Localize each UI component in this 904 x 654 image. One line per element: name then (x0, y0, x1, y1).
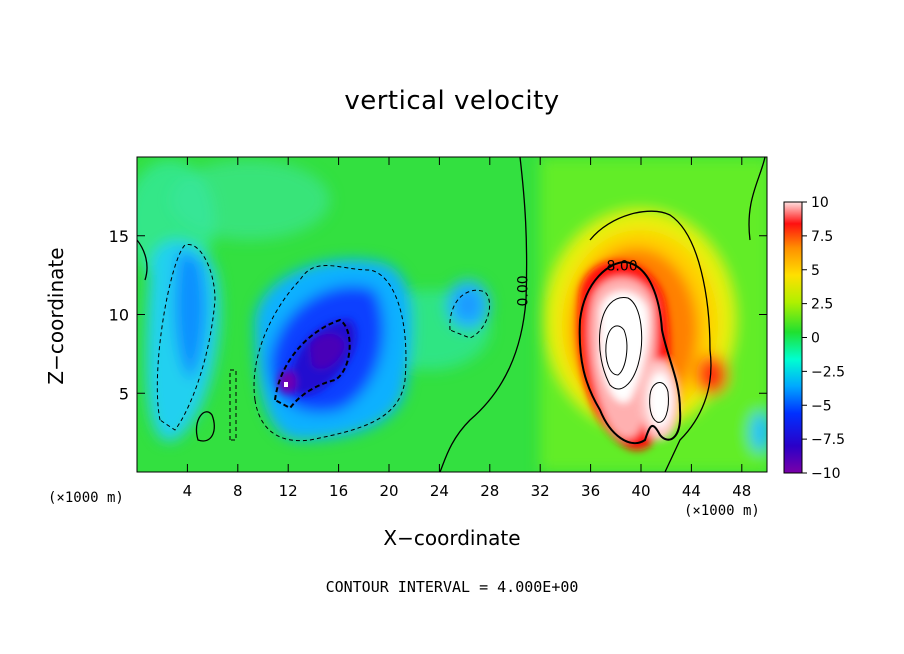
contour-interval-note: CONTOUR INTERVAL = 4.000E+00 (325, 578, 579, 596)
heatmap-field (137, 157, 767, 472)
contour-label: 0.00 (516, 275, 532, 306)
colorbar-tick-label: 2.5 (811, 297, 833, 313)
x-tick-label: 28 (480, 482, 499, 500)
colorbar-tick-label: 0 (811, 331, 820, 347)
x-tick-label: 48 (732, 482, 751, 500)
contour-labels: 0.00 8.00 (516, 258, 638, 306)
x-tick-label: 4 (183, 482, 193, 500)
y-axis-ticks: 5 10 15 (109, 227, 767, 403)
x-axis-ticks: 4 8 12 16 20 24 28 32 36 40 44 48 (183, 157, 751, 500)
negative-contours (156, 244, 490, 442)
chart-title: vertical velocity (344, 86, 560, 116)
x-unit-label-left: (×1000 m) (48, 490, 124, 506)
x-tick-label: 8 (233, 482, 243, 500)
colorbar-ticks: 10 7.5 5 2.5 0 −2.5 −5 −7.5 −10 (802, 195, 845, 482)
colorbar-tick-label: −2.5 (811, 364, 845, 380)
x-tick-label: 20 (379, 482, 398, 500)
contour-label: 8.00 (607, 258, 638, 274)
x-tick-label: 12 (279, 482, 298, 500)
x-axis-label: X−coordinate (383, 526, 521, 550)
colorbar-tick-label: −7.5 (811, 432, 845, 448)
y-tick-label: 15 (109, 227, 129, 246)
x-tick-label: 44 (682, 482, 701, 500)
eight-contour (578, 260, 682, 445)
x-tick-label: 24 (430, 482, 449, 500)
colorbar-gradient (783, 201, 803, 474)
x-tick-label: 40 (631, 482, 650, 500)
colorbar-tick-label: −5 (811, 398, 832, 414)
zero-contours (137, 157, 766, 472)
strong-negative-contour (273, 318, 351, 410)
colorbar-tick-label: 10 (811, 195, 829, 211)
colorbar-tick-label: 7.5 (811, 229, 833, 245)
y-tick-label: 5 (119, 384, 129, 403)
colorbar-tick-label: −10 (811, 466, 841, 482)
x-tick-label: 16 (329, 482, 348, 500)
x-tick-label: 36 (581, 482, 600, 500)
x-tick-label: 32 (531, 482, 550, 500)
colorbar-tick-label: 5 (811, 263, 820, 279)
inner-contours (599, 296, 669, 423)
x-unit-label-right: (×1000 m) (684, 503, 760, 519)
y-tick-label: 10 (109, 306, 129, 325)
